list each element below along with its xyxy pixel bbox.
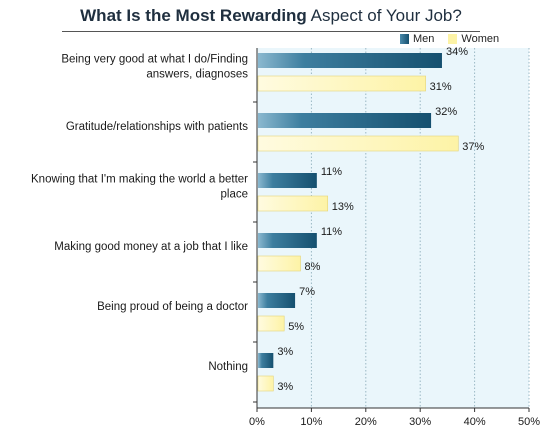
bar-men [258, 293, 296, 308]
x-tick-label: 30% [409, 416, 431, 428]
legend-label-men: Men [413, 33, 435, 45]
chart-title-rest: Aspect of Your Job? [306, 6, 462, 25]
category-label-line: Knowing that I'm making the world a bett… [31, 174, 248, 186]
x-tick-label: 0% [249, 416, 265, 428]
plot-background [257, 48, 529, 408]
x-tick-label: 50% [518, 416, 540, 428]
category-label: Being proud of being a doctor [97, 301, 248, 313]
value-label-women: 8% [305, 261, 321, 273]
category-label: Making good money at a job that I like [54, 241, 248, 253]
category-label: Gratitude/relationships with patients [66, 121, 248, 133]
value-label-men: 11% [321, 226, 342, 238]
category-label-line: place [221, 189, 249, 201]
legend-swatch-men [400, 34, 409, 44]
value-label-women: 37% [462, 141, 484, 153]
x-tick-label: 20% [355, 416, 377, 428]
value-label-women: 3% [277, 381, 293, 393]
value-label-men: 11% [321, 166, 342, 178]
value-label-men: 7% [299, 286, 315, 298]
chart-legend: Men Women [400, 32, 499, 46]
bar-women [257, 135, 459, 152]
legend-swatch-women [448, 34, 458, 44]
bar-men [258, 113, 432, 128]
category-label-line: Nothing [208, 361, 248, 373]
title-divider [62, 31, 480, 32]
bar-men [258, 53, 442, 68]
category-label-line: Gratitude/relationships with patients [66, 121, 248, 133]
bar-women [257, 315, 285, 332]
x-tick-label: 40% [464, 416, 486, 428]
chart-title-bold: What Is the Most Rewarding [80, 6, 307, 25]
bar-women [257, 195, 329, 212]
value-label-women: 31% [430, 81, 452, 93]
category-label-line: Being very good at what I do/Finding [61, 54, 248, 66]
bar-men [258, 233, 317, 248]
bar-men [258, 173, 317, 188]
value-label-men: 3% [277, 346, 293, 358]
category-label-line: answers, diagnoses [146, 69, 248, 81]
category-label: Being very good at what I do/Finding answ… [61, 54, 248, 81]
bar-men [258, 353, 274, 368]
x-tick-label: 10% [300, 416, 322, 428]
category-label-line: Being proud of being a doctor [97, 301, 248, 313]
bar-women [257, 75, 426, 92]
category-label-line: Making good money at a job that I like [54, 241, 248, 253]
value-label-women: 13% [332, 201, 354, 213]
category-label: Knowing that I'm making the world a bett… [31, 174, 248, 201]
value-label-men: 32% [435, 106, 457, 118]
chart-title: What Is the Most Rewarding Aspect of You… [0, 6, 542, 26]
legend-label-women: Women [461, 33, 500, 45]
value-label-men: 34% [446, 46, 468, 58]
value-label-women: 5% [288, 321, 304, 333]
bar-women [257, 255, 301, 272]
category-label: Nothing [208, 361, 248, 373]
bar-women [257, 375, 274, 392]
